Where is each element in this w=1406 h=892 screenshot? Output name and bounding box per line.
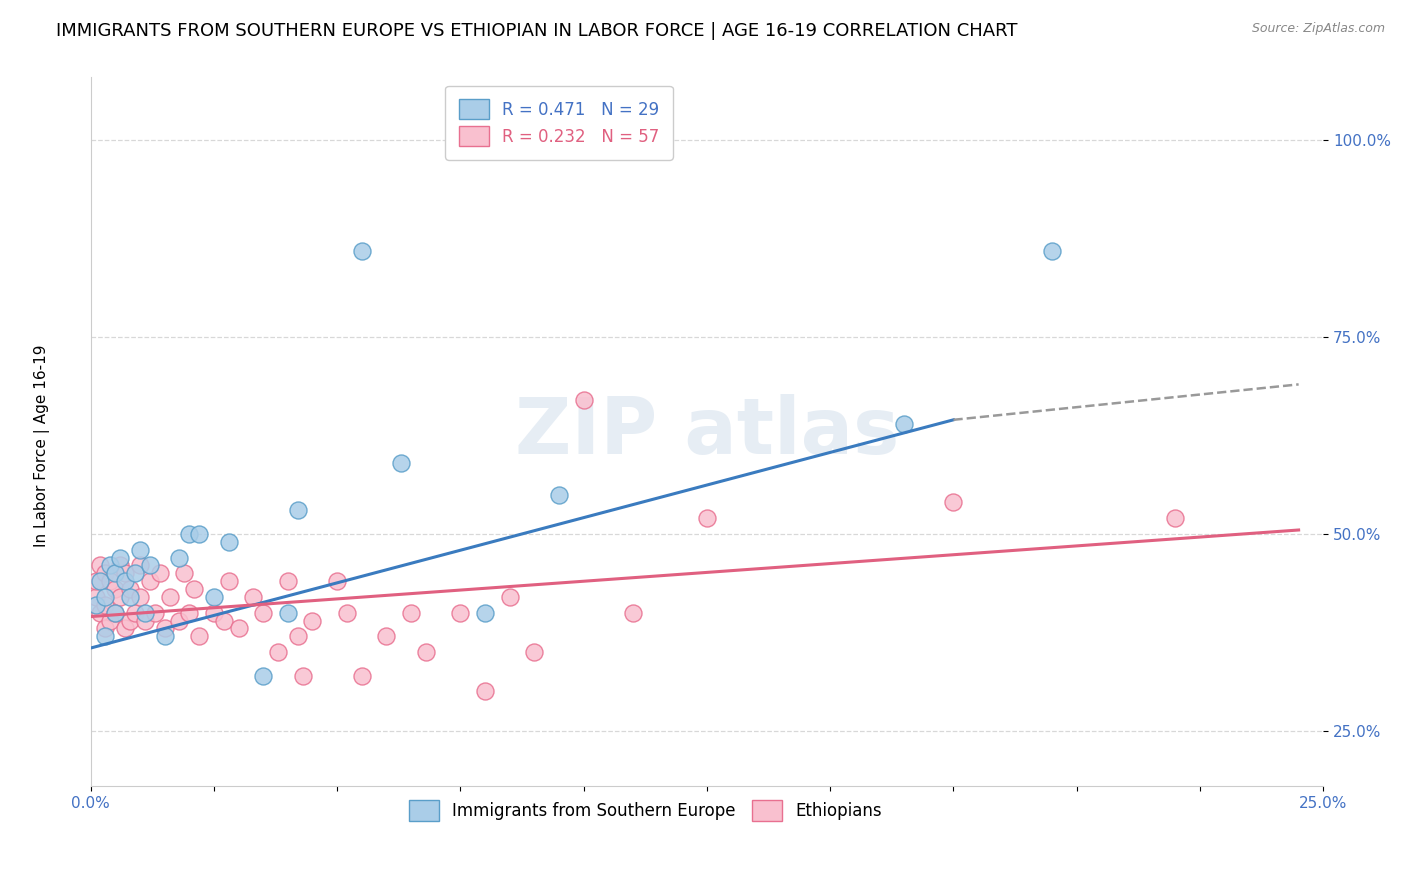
Text: IMMIGRANTS FROM SOUTHERN EUROPE VS ETHIOPIAN IN LABOR FORCE | AGE 16-19 CORRELAT: IMMIGRANTS FROM SOUTHERN EUROPE VS ETHIO… <box>56 22 1018 40</box>
Point <box>399 606 422 620</box>
Point <box>129 590 152 604</box>
Text: In Labor Force | Age 16-19: In Labor Force | Age 16-19 <box>34 344 51 548</box>
Point <box>287 503 309 517</box>
Point <box>202 590 225 604</box>
Point <box>1040 244 1063 258</box>
Point <box>139 574 162 589</box>
Point <box>572 393 595 408</box>
Point <box>169 614 191 628</box>
Point <box>89 574 111 589</box>
Point <box>291 668 314 682</box>
Point <box>228 621 250 635</box>
Point <box>389 456 412 470</box>
Point <box>124 606 146 620</box>
Point <box>139 558 162 573</box>
Point <box>94 629 117 643</box>
Point <box>149 566 172 581</box>
Point <box>267 645 290 659</box>
Point <box>94 621 117 635</box>
Point <box>621 606 644 620</box>
Point <box>108 550 131 565</box>
Legend: Immigrants from Southern Europe, Ethiopians: Immigrants from Southern Europe, Ethiopi… <box>395 787 896 834</box>
Point <box>98 558 121 573</box>
Point <box>301 614 323 628</box>
Point <box>153 621 176 635</box>
Point <box>183 582 205 596</box>
Text: Source: ZipAtlas.com: Source: ZipAtlas.com <box>1251 22 1385 36</box>
Point <box>84 598 107 612</box>
Point <box>169 550 191 565</box>
Point <box>98 574 121 589</box>
Text: ZIP atlas: ZIP atlas <box>515 393 898 469</box>
Point <box>474 684 496 698</box>
Point <box>94 566 117 581</box>
Point <box>1164 511 1187 525</box>
Point <box>89 606 111 620</box>
Point <box>212 614 235 628</box>
Point <box>94 598 117 612</box>
Point <box>94 590 117 604</box>
Point <box>134 606 156 620</box>
Point <box>350 668 373 682</box>
Point <box>104 582 127 596</box>
Point <box>523 645 546 659</box>
Point <box>129 558 152 573</box>
Point <box>120 614 142 628</box>
Point <box>129 542 152 557</box>
Point <box>218 534 240 549</box>
Point <box>252 606 274 620</box>
Point <box>84 574 107 589</box>
Point <box>143 606 166 620</box>
Point <box>188 527 211 541</box>
Point <box>114 566 136 581</box>
Point <box>326 574 349 589</box>
Point <box>449 606 471 620</box>
Point <box>120 582 142 596</box>
Point <box>499 590 522 604</box>
Point <box>98 614 121 628</box>
Point <box>89 558 111 573</box>
Point <box>159 590 181 604</box>
Point <box>104 606 127 620</box>
Point <box>179 606 201 620</box>
Point <box>120 590 142 604</box>
Point <box>153 629 176 643</box>
Point <box>104 566 127 581</box>
Point <box>104 606 127 620</box>
Point <box>108 558 131 573</box>
Point <box>218 574 240 589</box>
Point <box>893 417 915 431</box>
Point <box>375 629 398 643</box>
Point <box>108 590 131 604</box>
Point <box>696 511 718 525</box>
Point <box>114 574 136 589</box>
Point <box>173 566 195 581</box>
Point <box>415 645 437 659</box>
Point <box>114 621 136 635</box>
Point <box>474 606 496 620</box>
Point <box>350 244 373 258</box>
Point <box>277 574 299 589</box>
Point <box>548 487 571 501</box>
Point <box>124 566 146 581</box>
Point <box>179 527 201 541</box>
Point <box>336 606 359 620</box>
Point <box>942 495 965 509</box>
Point <box>84 590 107 604</box>
Point <box>242 590 264 604</box>
Point <box>202 606 225 620</box>
Point <box>188 629 211 643</box>
Point <box>277 606 299 620</box>
Point <box>252 668 274 682</box>
Point <box>287 629 309 643</box>
Point <box>134 614 156 628</box>
